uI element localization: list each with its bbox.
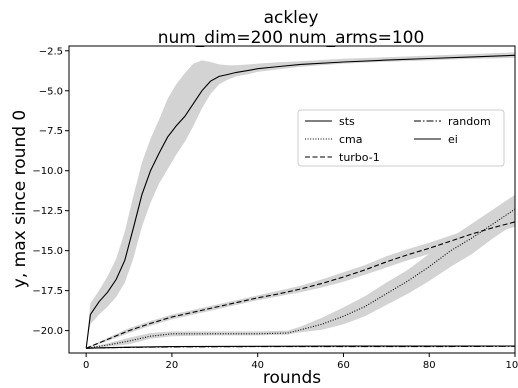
legend-box	[297, 109, 505, 167]
y-tick-label--7.5: −7.5	[39, 126, 63, 137]
x-tick-label-60: 60	[337, 360, 350, 371]
y-tick-label--10: −10.0	[32, 166, 63, 177]
x-tick-label-100: 100	[505, 360, 518, 371]
y-tick-label--12.5: −12.5	[32, 206, 63, 217]
legend-label-cma: cma	[339, 133, 363, 146]
chart-subtitle: num_dim=200 num_arms=100	[158, 28, 425, 48]
confidence-bands	[86, 52, 515, 349]
y-tick-label--17.5: −17.5	[32, 286, 63, 297]
x-tick-label-80: 80	[423, 360, 436, 371]
x-tick-label-20: 20	[166, 360, 179, 371]
series-line-cma	[86, 208, 516, 349]
y-axis-label: y, max since round 0	[10, 110, 30, 288]
y-tick-label--15: −15.0	[32, 246, 63, 257]
band-turbo-1	[86, 217, 515, 349]
y-tick-label--2.5: −2.5	[39, 46, 63, 57]
x-tick-label-40: 40	[251, 360, 264, 371]
y-tick-label--20: −20.0	[32, 326, 63, 337]
legend: sts cma turbo-1 random ei	[297, 109, 505, 167]
series-line-ei	[86, 345, 516, 349]
series-lines	[85, 54, 516, 349]
legend-label-random: random	[448, 115, 491, 128]
legend-label-sts: sts	[339, 115, 355, 128]
legend-label-ei: ei	[448, 133, 458, 146]
chart-title: ackley	[264, 8, 319, 28]
y-axis-ticks: −20.0 −17.5 −15.0 −12.5 −10.0 −7.5 −5.0 −2.5	[32, 46, 69, 337]
series-line-turbo-1	[85, 221, 516, 349]
x-axis-label: rounds	[263, 368, 321, 388]
series-line-sts	[85, 54, 516, 349]
legend-label-turbo-1: turbo-1	[339, 151, 380, 164]
band-cma	[86, 194, 515, 349]
y-tick-label--5: −5.0	[39, 86, 63, 97]
x-tick-label-0: 0	[83, 360, 89, 371]
x-axis-ticks: 0 20 40 60 80 100	[83, 353, 518, 371]
plot-area-frame	[68, 45, 516, 354]
